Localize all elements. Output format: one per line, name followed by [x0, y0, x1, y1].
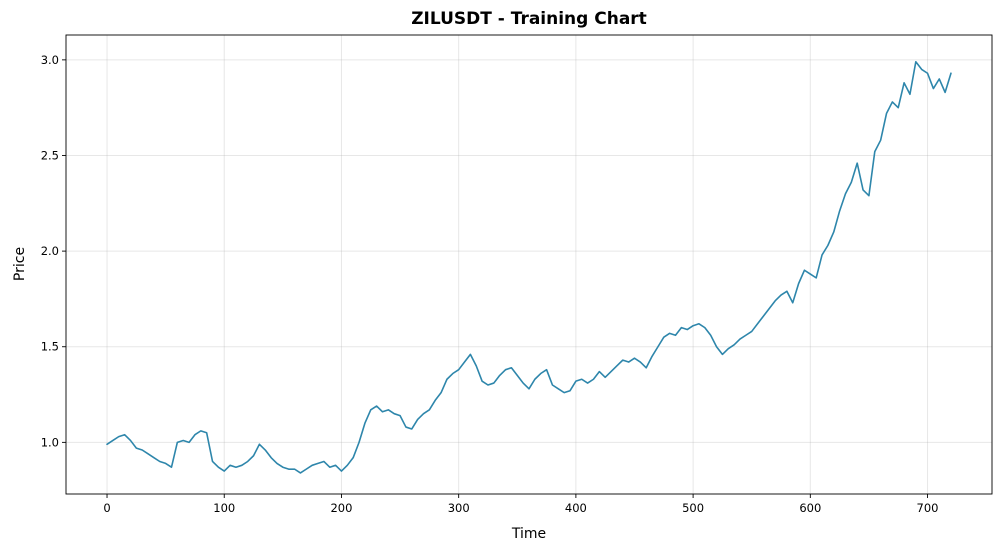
price-series-line [106, 60, 952, 474]
x-tick-label: 700 [917, 501, 939, 515]
y-tick-label: 1.0 [41, 435, 59, 449]
series-layer [106, 60, 952, 474]
x-tick-label: 200 [330, 501, 352, 515]
x-axis-label: Time [511, 526, 546, 542]
chart-title: ZILUSDT - Training Chart [411, 9, 647, 29]
plot-frame [65, 34, 993, 495]
x-tick-label: 100 [213, 501, 235, 515]
x-axis: 0 100 200 300 400 500 600 700 [103, 494, 939, 515]
y-axis-label: Price [12, 247, 28, 281]
y-tick-label: 1.5 [41, 340, 59, 354]
x-tick-label: 0 [103, 501, 110, 515]
y-tick-label: 3.0 [41, 53, 59, 67]
y-tick-label: 2.5 [41, 148, 59, 162]
y-axis: 1.0 1.5 2.0 2.5 3.0 [41, 53, 66, 449]
x-tick-label: 600 [799, 501, 821, 515]
x-tick-label: 400 [565, 501, 587, 515]
x-tick-label: 300 [448, 501, 470, 515]
x-tick-label: 500 [682, 501, 704, 515]
y-tick-label: 2.0 [41, 244, 59, 258]
grid [66, 35, 992, 494]
